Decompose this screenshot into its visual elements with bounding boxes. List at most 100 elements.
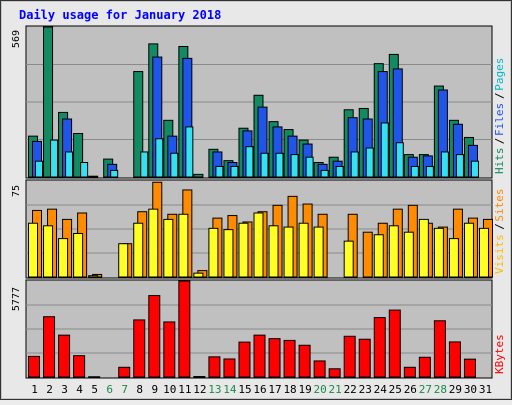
bar-kbytes-kbytes-day-28	[434, 321, 445, 377]
bar-visits-sites-day-28	[434, 228, 443, 277]
x-tick-label-day-19: 19	[298, 383, 311, 396]
legend-hits-hits: Hits	[493, 148, 506, 175]
bar-hits-pages-day-16	[261, 153, 268, 177]
bar-visits-sites-day-18	[284, 227, 293, 277]
bar-visits-sites-day-7	[119, 244, 128, 277]
x-tick-label-day-5: 5	[91, 383, 98, 396]
x-tick-label-day-11: 11	[178, 383, 191, 396]
x-tick-label-day-23: 23	[359, 383, 372, 396]
x-tick-label-day-29: 29	[449, 383, 462, 396]
bar-kbytes-kbytes-day-13	[209, 357, 220, 377]
chart-title: Daily usage for January 2018	[19, 8, 221, 22]
bar-visits-sites-day-17	[269, 226, 278, 277]
bar-kbytes-kbytes-day-11	[179, 281, 190, 377]
bar-visits-sites-day-16	[254, 213, 263, 277]
bar-hits-pages-day-18	[291, 155, 298, 177]
x-tick-label-day-9: 9	[151, 383, 158, 396]
bar-visits-sites-day-24	[374, 235, 383, 277]
bar-hits-pages-day-23	[366, 148, 373, 177]
bar-visits-sites-day-12	[194, 273, 203, 277]
bar-kbytes-kbytes-day-24	[374, 318, 385, 377]
x-tick-label-day-21: 21	[329, 383, 342, 396]
bar-visits-sites-day-15	[239, 223, 248, 277]
bar-hits-pages-day-28	[441, 152, 448, 177]
bar-hits-pages-day-9	[156, 139, 163, 177]
bar-hits-pages-day-3	[66, 152, 73, 177]
x-tick-label-day-7: 7	[121, 383, 128, 396]
x-tick-label-day-22: 22	[344, 383, 357, 396]
bar-hits-pages-day-1	[36, 161, 43, 177]
x-tick-label-day-25: 25	[389, 383, 402, 396]
x-tick-label-day-24: 24	[374, 383, 388, 396]
bar-kbytes-kbytes-day-3	[59, 335, 70, 377]
bar-hits-pages-day-4	[81, 163, 88, 177]
bar-visits-sites-day-8	[134, 223, 143, 277]
x-tick-label-day-1: 1	[31, 383, 38, 396]
x-tick-label-day-8: 8	[136, 383, 143, 396]
bar-kbytes-kbytes-day-1	[29, 356, 40, 377]
bar-hits-pages-day-21	[336, 166, 343, 177]
bar-visits-sites-day-4	[74, 233, 83, 277]
x-tick-label-day-26: 26	[404, 383, 417, 396]
bar-kbytes-kbytes-day-21	[329, 369, 340, 377]
bar-visits-sites-day-26	[404, 232, 413, 277]
bar-visits-sites-day-13	[209, 228, 218, 277]
bar-kbytes-kbytes-day-22	[344, 336, 355, 377]
bar-kbytes-kbytes-day-18	[284, 340, 295, 377]
panel-visits-ymax-label: 75	[11, 185, 22, 197]
bar-hits-pages-day-30	[471, 161, 478, 177]
bar-kbytes-kbytes-day-29	[449, 342, 460, 377]
legend-visits-visits: Visits	[493, 234, 506, 274]
bar-hits-hits-day-12	[194, 174, 203, 177]
legend-hits-pages: Pages	[493, 58, 506, 91]
x-tick-label-day-6: 6	[106, 383, 113, 396]
bar-hits-pages-day-14	[231, 166, 238, 177]
bar-hits-pages-day-17	[276, 153, 283, 177]
bar-visits-sites-day-31	[479, 228, 488, 277]
bar-visits-sites-day-29	[449, 239, 458, 277]
x-tick-label-day-13: 13	[208, 383, 221, 396]
bar-kbytes-kbytes-day-20	[314, 361, 325, 377]
bar-kbytes-kbytes-day-27	[419, 357, 430, 377]
legend-visits-sites: Sites	[493, 188, 506, 221]
bar-hits-pages-day-25	[396, 143, 403, 177]
x-tick-label-day-12: 12	[193, 383, 206, 396]
bar-hits-pages-day-20	[321, 170, 328, 177]
bar-visits-sites-day-5	[89, 276, 98, 277]
bar-visits-sites-day-1	[29, 223, 38, 277]
bar-kbytes-kbytes-day-8	[134, 320, 145, 377]
bar-hits-pages-day-24	[381, 123, 388, 177]
bar-kbytes-kbytes-day-17	[269, 339, 280, 377]
legend-hits-separator: /	[493, 138, 506, 145]
bar-hits-pages-day-10	[171, 153, 178, 177]
bar-visits-sites-day-20	[314, 227, 323, 277]
bar-hits-hits-day-5	[89, 176, 98, 177]
bar-hits-pages-day-15	[246, 147, 253, 177]
bar-kbytes-kbytes-day-26	[404, 367, 415, 377]
x-tick-label-day-16: 16	[253, 383, 266, 396]
panel-kbytes-ymax-label: 5777	[11, 287, 22, 311]
legend-visits-separator: /	[493, 223, 506, 230]
x-tick-label-day-2: 2	[46, 383, 53, 396]
legend-kbytes-kbytes: KBytes	[493, 334, 506, 374]
bar-hits-pages-day-29	[456, 155, 463, 177]
bar-visits-sites-day-25	[389, 226, 398, 277]
bar-kbytes-kbytes-day-7	[119, 367, 130, 377]
bar-kbytes-kbytes-day-15	[239, 342, 250, 377]
legend-hits-files: Files	[493, 103, 506, 136]
bar-visits-sites-day-11	[179, 214, 188, 277]
x-tick-label-day-10: 10	[163, 383, 176, 396]
x-tick-label-day-14: 14	[223, 383, 237, 396]
x-tick-label-day-27: 27	[419, 383, 432, 396]
bar-hits-pages-day-6	[111, 170, 118, 177]
bar-visits-visits-day-23	[363, 232, 372, 277]
bar-kbytes-kbytes-day-9	[149, 296, 160, 377]
x-tick-label-day-3: 3	[61, 383, 68, 396]
bar-visits-sites-day-27	[419, 219, 428, 277]
bar-kbytes-kbytes-day-16	[254, 335, 265, 377]
bar-visits-sites-day-2	[44, 226, 53, 277]
bar-kbytes-kbytes-day-4	[74, 356, 85, 377]
bar-visits-sites-day-3	[59, 239, 68, 277]
x-tick-label-day-17: 17	[268, 383, 281, 396]
